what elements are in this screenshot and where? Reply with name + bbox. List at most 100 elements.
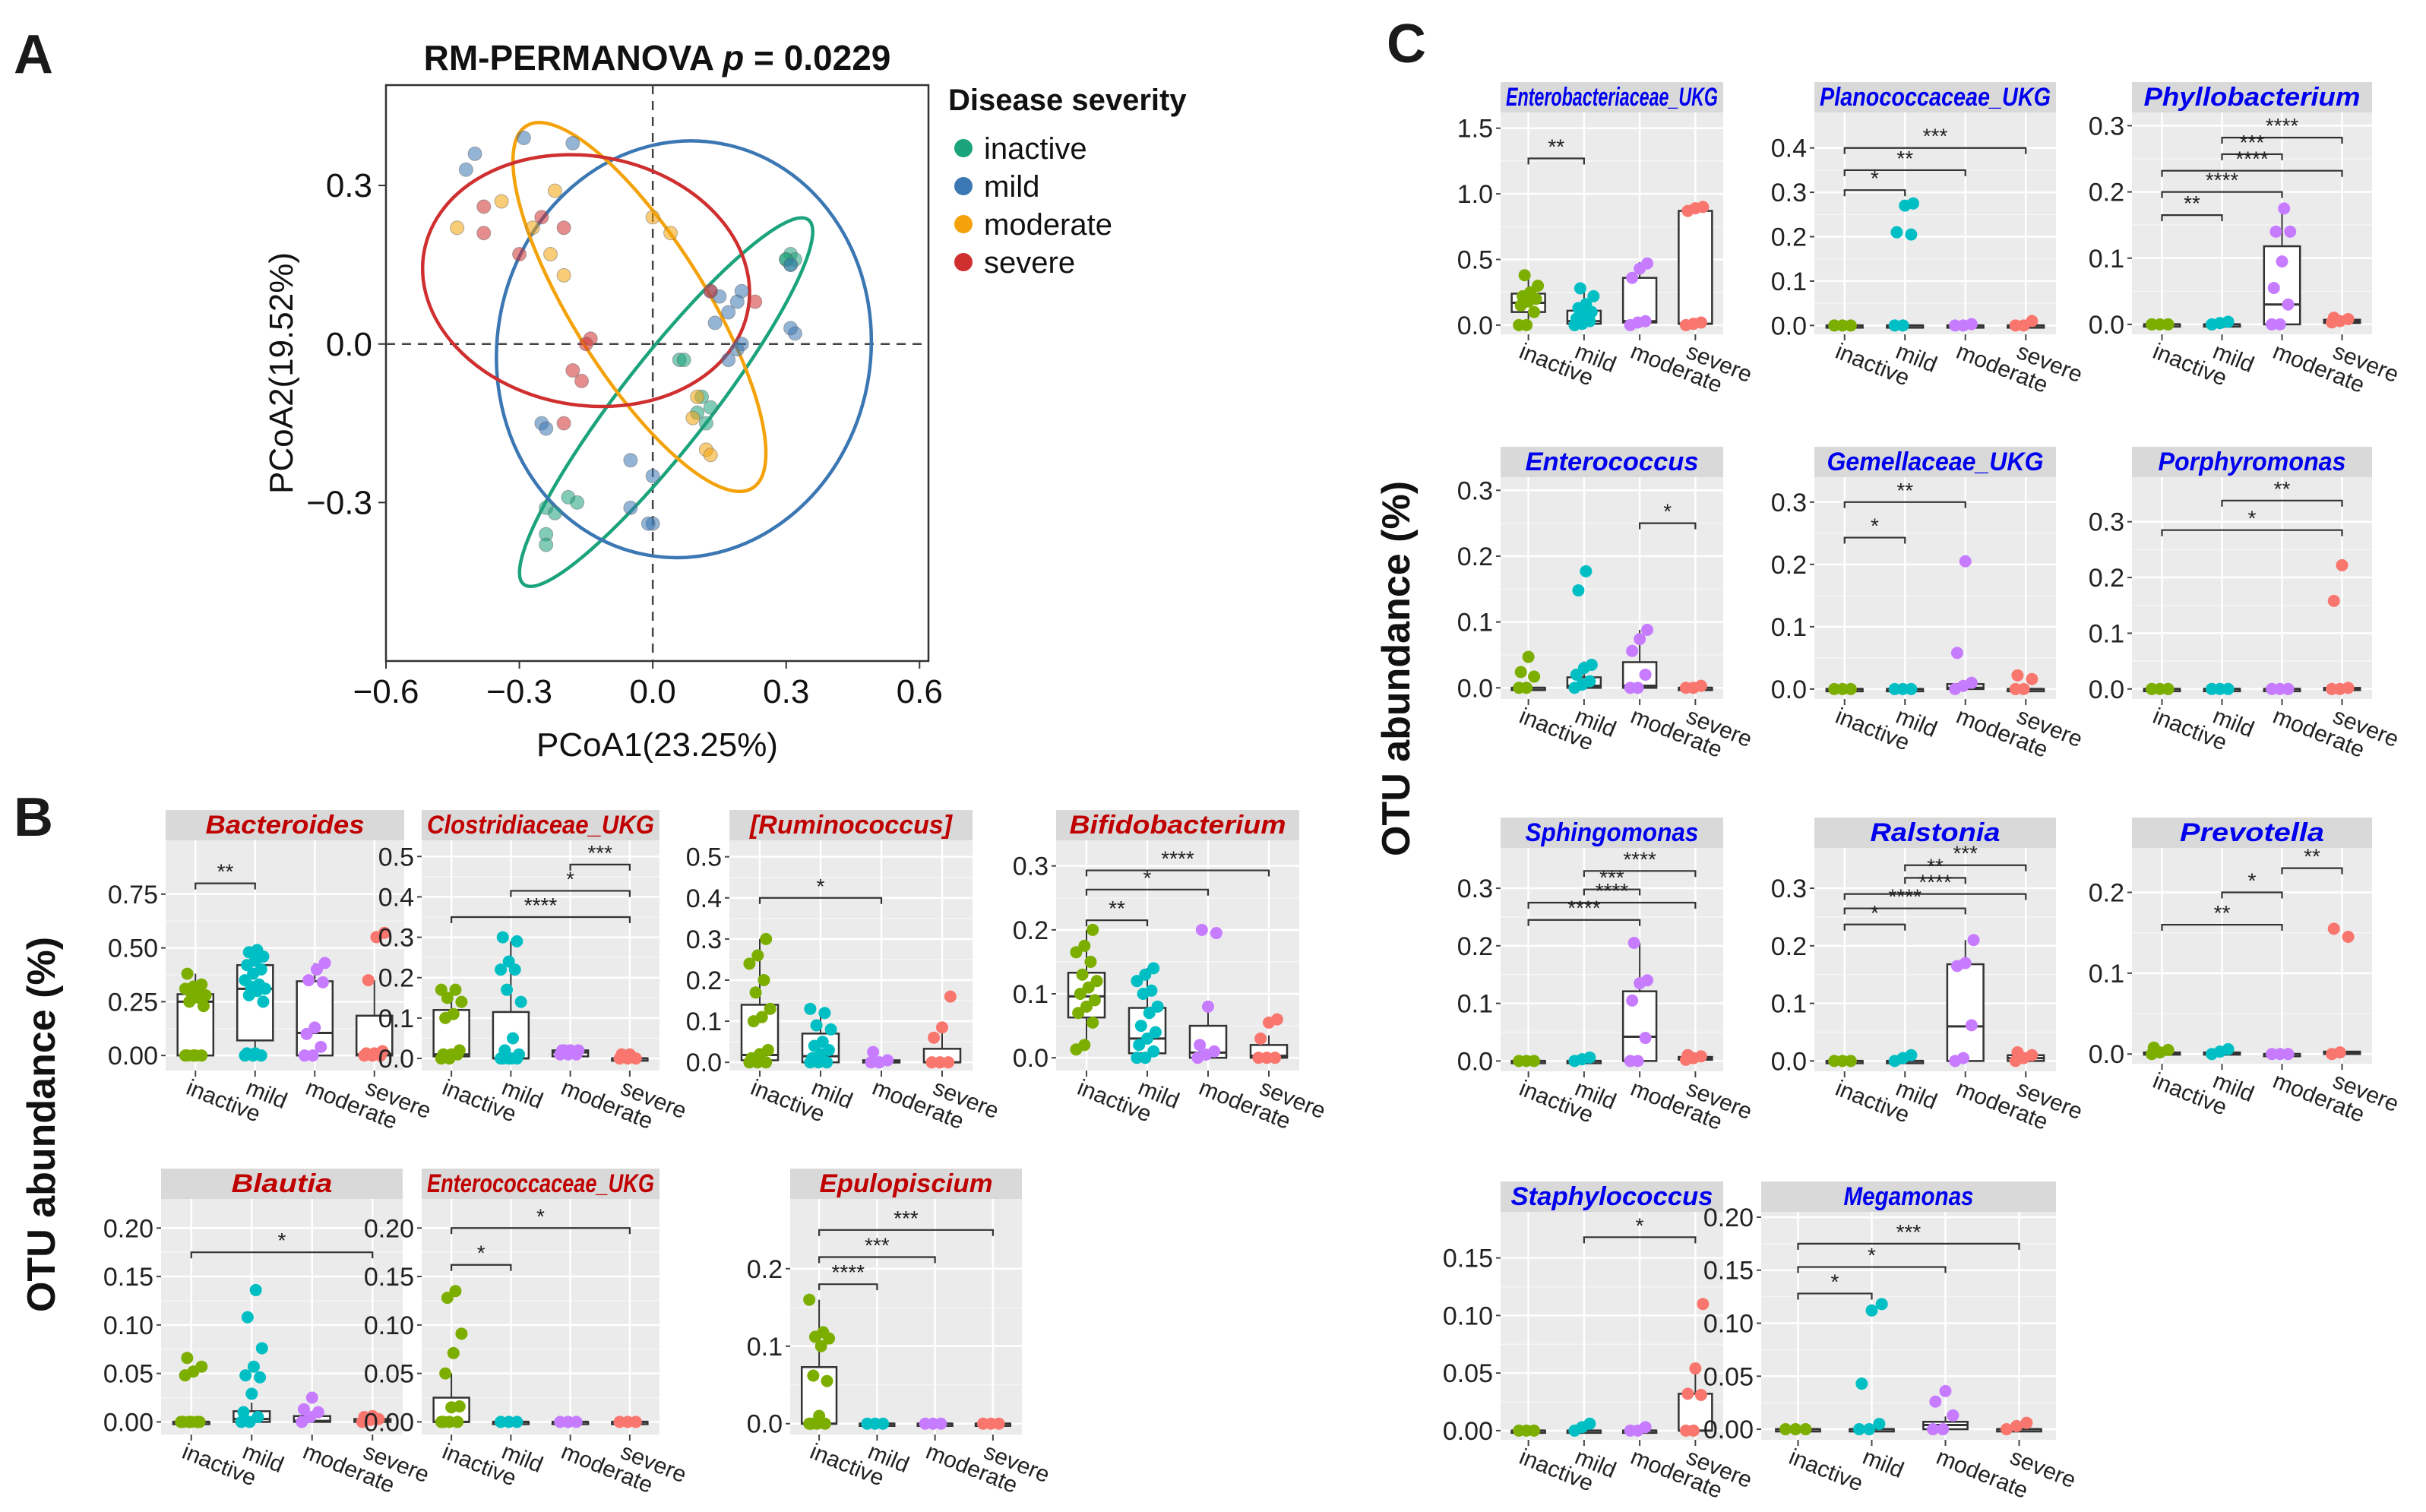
box-moderate — [296, 980, 334, 1057]
y-tick-label: 0.3 — [1771, 179, 1807, 207]
y-tick-label: 0.2 — [2089, 879, 2124, 908]
significance-bracket — [190, 1251, 374, 1259]
significance-bracket — [451, 916, 631, 923]
plot-background — [1501, 477, 1723, 699]
significance-bracket — [1904, 864, 2027, 871]
data-point-severe — [936, 1021, 948, 1034]
y-tick-label: 0.75 — [108, 881, 158, 909]
plot-background — [1814, 112, 2056, 334]
x-tick-label: −0.3 — [486, 673, 552, 710]
y-tick-label: 0.2 — [1771, 551, 1807, 580]
y-tick-label: 0.5 — [686, 843, 722, 872]
data-point-mild — [1133, 1039, 1146, 1052]
y-tick-label: 0.1 — [1771, 613, 1807, 642]
significance-label: **** — [1623, 847, 1656, 871]
data-point-severe — [2327, 312, 2340, 324]
plot-background — [1814, 848, 2056, 1071]
legend-label-mild: mild — [984, 170, 1039, 204]
y-tick-label: 0.0 — [1771, 1047, 1807, 1076]
data-point-mild — [1905, 1049, 1918, 1061]
significance-label: *** — [1896, 1220, 1922, 1244]
significance-bracket — [1797, 1292, 1873, 1300]
data-point-moderate — [1641, 974, 1654, 987]
significance-bracket — [1583, 1236, 1697, 1244]
facet-clostridiaceae_ukg: Clostridiaceae_UKG0.00.10.20.30.40.5inac… — [378, 810, 690, 1134]
legend-swatch-inactive — [954, 139, 973, 157]
data-point-inactive — [1078, 1039, 1091, 1052]
facet-enterococcaceae_ukg: Enterococcaceae_UKG0.000.050.100.150.20i… — [364, 1169, 690, 1498]
x-tick-label: 0.0 — [630, 673, 676, 710]
y-tick-label: 0.3 — [378, 924, 414, 953]
significance-label: **** — [2235, 147, 2269, 171]
facet-title: Blautia — [232, 1169, 333, 1198]
y-tick-label: 0.15 — [1443, 1245, 1493, 1273]
data-point-moderate — [2282, 682, 2295, 695]
significance-label: ** — [1896, 147, 1913, 170]
data-point-mild — [253, 978, 266, 991]
facet-strip — [1501, 818, 1723, 848]
data-point-moderate — [2282, 1048, 2295, 1061]
y-tick-label: 0.05 — [364, 1360, 414, 1389]
data-point-inactive — [447, 1007, 460, 1020]
data-point-inactive — [441, 1292, 454, 1305]
data-point-mild — [1865, 1304, 1878, 1317]
data-point-inactive — [814, 1340, 827, 1352]
significance-bracket — [1085, 919, 1149, 927]
data-point-moderate — [1631, 1055, 1644, 1068]
data-point-mild — [1905, 228, 1918, 241]
y-tick-label: 0.3 — [1771, 489, 1807, 517]
data-point-mild — [1853, 1423, 1866, 1436]
data-point-moderate — [2284, 225, 2297, 238]
data-point-mild — [1583, 675, 1596, 688]
significance-label: ** — [1896, 479, 1913, 502]
significance-label: *** — [587, 841, 612, 865]
data-point-inactive — [749, 986, 762, 999]
data-point-inactive — [803, 1293, 816, 1306]
data-point-severe — [1689, 1362, 1702, 1375]
data-point-severe — [2342, 931, 2355, 944]
y-tick-label: 0.0 — [2089, 1040, 2124, 1069]
significance-label: * — [1871, 514, 1879, 538]
significance-bracket — [569, 863, 631, 871]
data-point-inactive — [1532, 280, 1545, 293]
y-tick-label: 0.20 — [364, 1214, 414, 1243]
data-point-mild — [239, 974, 251, 987]
data-point-mild — [818, 1007, 831, 1020]
data-point-severe — [1254, 1032, 1267, 1045]
data-point-mild — [511, 935, 523, 947]
point-mild — [539, 421, 554, 436]
data-point-inactive — [2162, 1043, 2175, 1056]
data-point-mild — [1873, 1418, 1886, 1431]
y-tick-label: 1.5 — [1457, 115, 1493, 144]
facet-strip — [2132, 82, 2372, 112]
data-point-moderate — [312, 1406, 324, 1419]
y-tick-label: 0.3 — [1457, 875, 1493, 903]
data-point-mild — [507, 1032, 520, 1045]
legend-label-inactive: inactive — [984, 132, 1087, 166]
data-point-inactive — [1070, 946, 1083, 959]
data-point-inactive — [1088, 994, 1101, 1007]
point-mild — [783, 257, 799, 272]
data-point-severe — [376, 1045, 389, 1058]
facet-strip — [1501, 1181, 1723, 1212]
data-point-inactive — [2162, 682, 2175, 695]
data-point-inactive — [755, 1011, 768, 1023]
data-point-mild — [1572, 584, 1585, 597]
data-point-inactive — [449, 1285, 462, 1298]
facet-megamonas: Megamonas 0.00 0.05 0.10 0.15 0.20 inactivemil… — [1703, 1181, 2080, 1504]
facet-strip — [161, 1169, 403, 1199]
data-point-moderate — [572, 1044, 585, 1057]
data-point-inactive — [1528, 1424, 1541, 1437]
facet-title: Megamonas — [1844, 1182, 1974, 1211]
x-tick-label: inactive — [1785, 1444, 1867, 1497]
data-point-inactive — [1514, 666, 1527, 679]
data-point-inactive — [817, 1326, 830, 1339]
data-point-severe — [2026, 315, 2039, 327]
significance-bracket — [1583, 870, 1697, 878]
significance-bracket — [1843, 893, 2027, 900]
